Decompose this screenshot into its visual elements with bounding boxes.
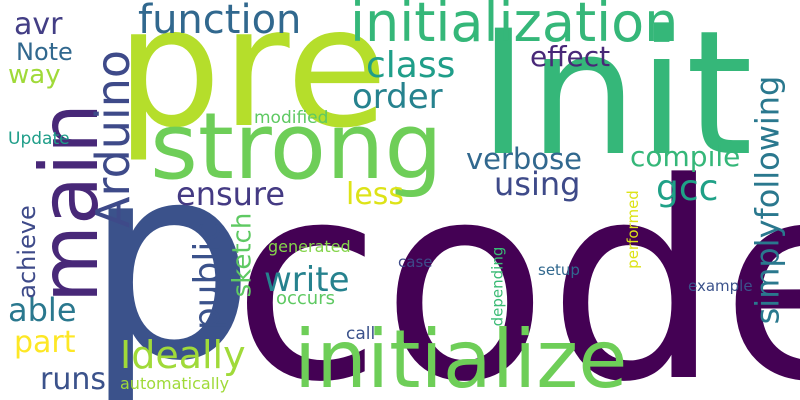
word-initialize: initialize [294, 313, 628, 400]
word-write: write [264, 260, 350, 300]
word-part: part [14, 325, 76, 360]
word-example: example [688, 277, 753, 295]
word-arduino: Arduino [86, 49, 141, 229]
word-modified: modified [254, 108, 329, 128]
word-strong: strong [150, 93, 443, 200]
word-achieve: achieve [12, 205, 41, 299]
word-code: code [232, 126, 800, 400]
word-p: p [84, 105, 256, 400]
word-order: order [352, 77, 443, 117]
word-class: class [366, 45, 456, 86]
word-using: using [494, 165, 581, 203]
word-ensure: ensure [176, 175, 286, 213]
word-automatically: automatically [120, 374, 230, 393]
word-gcc: gcc [656, 168, 719, 209]
word-generated: generated [268, 237, 351, 256]
word-runs: runs [40, 362, 106, 397]
word-call: call [346, 324, 376, 344]
word-less: less [346, 177, 405, 212]
word-occurs: occurs [276, 288, 335, 309]
word-performed: performed [623, 190, 642, 269]
word-avr: avr [14, 7, 63, 42]
word-way: way [8, 60, 61, 90]
word-public: public [187, 221, 229, 331]
word-setup: setup [538, 261, 580, 279]
word-case: case [398, 253, 433, 271]
word-verbose: verbose [466, 142, 583, 176]
word-update: Update [8, 129, 70, 149]
word-function: function [138, 0, 302, 43]
word-note: Note [16, 38, 73, 66]
word-initialization: initialization [350, 0, 679, 54]
word-simplyfollowing: simplyfollowing [748, 75, 787, 325]
word-depending: depending [488, 246, 507, 327]
word-pre: pre [116, 0, 389, 165]
word-ideally: Ideally [120, 333, 246, 377]
word-able: able [8, 291, 77, 329]
word-sketch: sketch [227, 212, 258, 298]
word-compile: compile [630, 140, 741, 173]
word-effect: effect [530, 40, 611, 73]
word-init: Init [478, 0, 753, 194]
